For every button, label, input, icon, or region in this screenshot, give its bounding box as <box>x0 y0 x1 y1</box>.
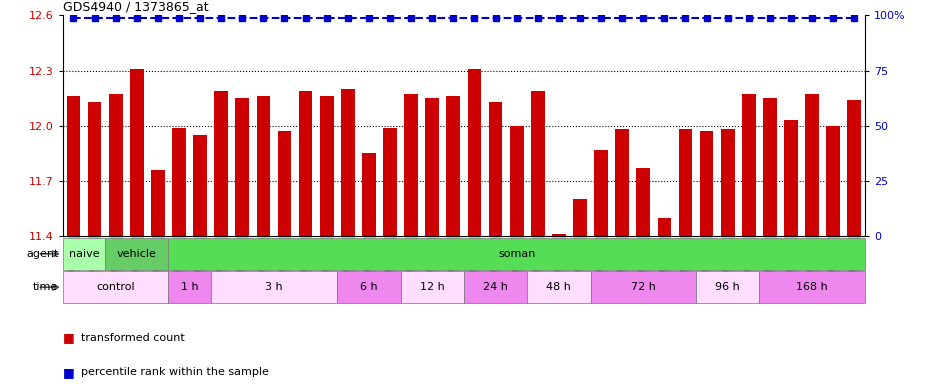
Text: vehicle: vehicle <box>117 249 156 259</box>
Bar <box>696 271 759 303</box>
Text: transformed count: transformed count <box>81 333 185 343</box>
Text: 168 h: 168 h <box>796 282 828 292</box>
Bar <box>527 271 590 303</box>
Bar <box>63 238 105 270</box>
Bar <box>67 96 80 236</box>
Bar <box>151 170 165 236</box>
Bar <box>105 238 168 270</box>
Bar <box>636 168 650 236</box>
Bar <box>467 69 481 236</box>
Bar <box>193 135 207 236</box>
Text: ■: ■ <box>63 331 75 344</box>
Bar <box>806 94 819 236</box>
Text: 1 h: 1 h <box>180 282 198 292</box>
Bar <box>299 91 313 236</box>
Text: GDS4940 / 1373865_at: GDS4940 / 1373865_at <box>63 0 208 13</box>
Bar <box>699 131 713 236</box>
Bar <box>401 271 463 303</box>
Bar <box>88 102 102 236</box>
Bar <box>763 98 777 236</box>
Bar <box>236 98 249 236</box>
Bar <box>658 218 672 236</box>
Text: naive: naive <box>68 249 99 259</box>
Bar <box>679 129 692 236</box>
Text: 6 h: 6 h <box>360 282 377 292</box>
Bar <box>404 94 418 236</box>
Bar <box>320 96 334 236</box>
Bar <box>721 129 734 236</box>
Bar <box>211 271 338 303</box>
Text: 72 h: 72 h <box>631 282 656 292</box>
Bar <box>168 271 211 303</box>
Bar <box>362 153 376 236</box>
Text: 12 h: 12 h <box>420 282 445 292</box>
Bar <box>463 271 527 303</box>
Bar <box>826 126 840 236</box>
Text: control: control <box>96 282 135 292</box>
Bar <box>109 94 122 236</box>
Text: time: time <box>33 282 58 292</box>
Text: 3 h: 3 h <box>265 282 283 292</box>
Bar <box>130 69 143 236</box>
Bar <box>531 91 545 236</box>
Bar <box>447 96 461 236</box>
Text: agent: agent <box>26 249 58 259</box>
Text: soman: soman <box>498 249 536 259</box>
Bar <box>594 150 608 236</box>
Bar <box>615 129 629 236</box>
Text: 48 h: 48 h <box>547 282 572 292</box>
Text: ■: ■ <box>63 366 75 379</box>
Bar <box>510 126 524 236</box>
Bar <box>278 131 291 236</box>
Bar <box>215 91 228 236</box>
Bar <box>590 271 696 303</box>
Bar <box>383 127 397 236</box>
Bar <box>168 238 865 270</box>
Bar <box>338 271 401 303</box>
Bar <box>742 94 756 236</box>
Bar <box>426 98 439 236</box>
Bar <box>759 271 865 303</box>
Bar <box>488 102 502 236</box>
Bar <box>172 127 186 236</box>
Bar <box>574 199 586 236</box>
Bar <box>256 96 270 236</box>
Bar <box>552 234 566 236</box>
Text: percentile rank within the sample: percentile rank within the sample <box>81 367 269 377</box>
Bar <box>63 271 168 303</box>
Bar <box>847 100 861 236</box>
Text: 96 h: 96 h <box>715 282 740 292</box>
Text: 24 h: 24 h <box>483 282 508 292</box>
Bar <box>341 89 354 236</box>
Bar <box>784 120 798 236</box>
